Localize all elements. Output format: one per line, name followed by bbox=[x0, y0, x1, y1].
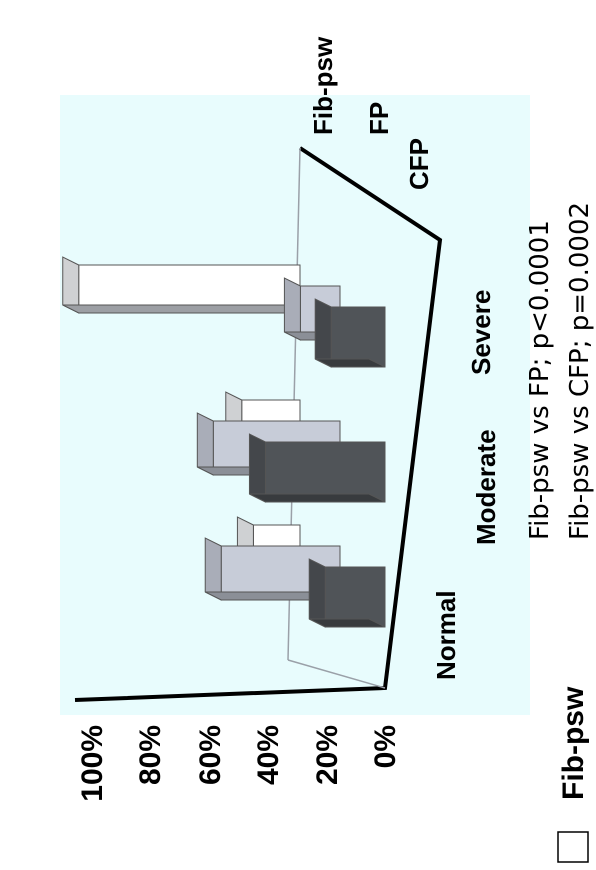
bar-front-face bbox=[324, 566, 386, 628]
ytick-layer: 0% 20% 40% 60% 80% 100% bbox=[76, 725, 402, 802]
series-label: CFP bbox=[404, 138, 434, 190]
bar-side-face bbox=[314, 358, 386, 368]
category-label: Moderate bbox=[471, 429, 501, 545]
bar-end-face bbox=[283, 277, 301, 341]
ytick-label: 60% bbox=[194, 725, 227, 785]
bar-fib-psw-severe bbox=[62, 256, 301, 314]
stat-line-1: Fib-psw vs FP; p<0.0001 bbox=[525, 220, 555, 540]
stat-line-2: Fib-psw vs CFP; p=0.0002 bbox=[565, 202, 595, 540]
ytick-label: 100% bbox=[76, 725, 109, 802]
category-label: Normal bbox=[431, 590, 461, 680]
bar-cfp-severe bbox=[314, 298, 386, 368]
ytick-label: 40% bbox=[252, 725, 285, 785]
bar-cfp-normal bbox=[308, 558, 386, 628]
bar-end-face bbox=[314, 298, 332, 368]
bar-side-face bbox=[309, 618, 386, 628]
legend-swatch bbox=[557, 831, 589, 863]
bar-side-face bbox=[249, 493, 386, 503]
bar-end-face bbox=[196, 412, 214, 476]
category-label: Severe bbox=[466, 290, 496, 375]
left-wall-line bbox=[287, 659, 386, 689]
legend-label: Fib-psw bbox=[557, 686, 590, 800]
bar-end-face bbox=[248, 433, 266, 503]
bars-layer bbox=[62, 256, 386, 628]
category-layer: Normal Moderate Severe bbox=[431, 290, 501, 680]
bar-cfp-moderate bbox=[248, 433, 386, 503]
series-label: FP bbox=[364, 102, 394, 135]
axis-floor-line bbox=[74, 146, 443, 702]
bar-end-face bbox=[308, 558, 326, 628]
series-label: Fib-psw bbox=[308, 36, 338, 135]
bar-front-face bbox=[330, 306, 386, 368]
bar-end-face bbox=[204, 537, 222, 601]
ytick-label: 80% bbox=[134, 725, 167, 785]
ytick-label: 20% bbox=[311, 725, 344, 785]
ytick-label: 0% bbox=[369, 725, 402, 768]
bar-front-face bbox=[264, 441, 386, 503]
bar-side-face bbox=[62, 304, 301, 314]
series-label-layer: Fib-psw FP CFP bbox=[308, 36, 434, 190]
